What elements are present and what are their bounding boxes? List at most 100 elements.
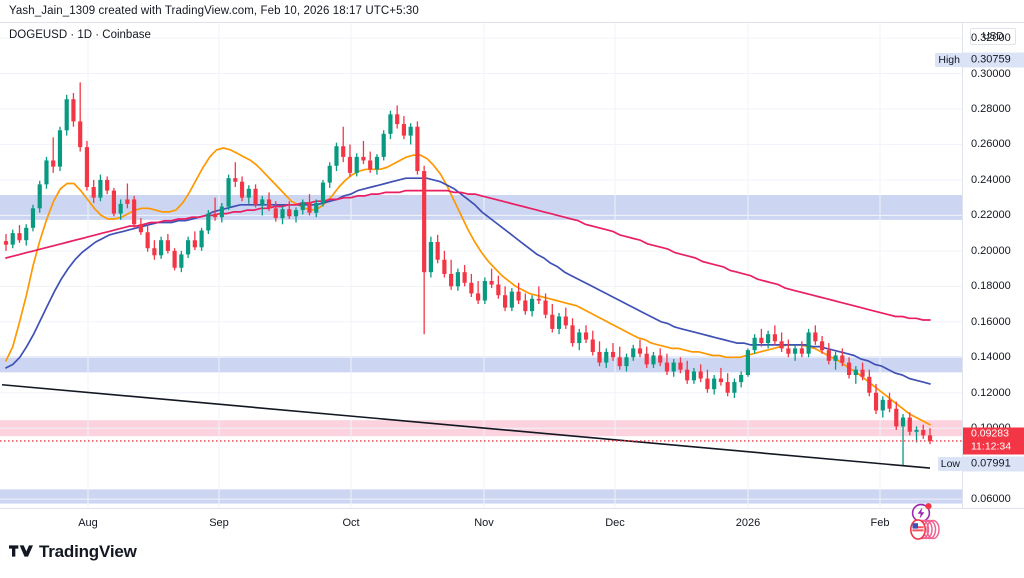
candle-body	[752, 337, 757, 351]
candle-body	[840, 355, 845, 363]
candle-body	[347, 156, 353, 173]
candle-body	[435, 242, 440, 260]
candle-body	[698, 371, 703, 379]
time-tick-label: Sep	[209, 517, 229, 529]
candle-body	[307, 202, 312, 213]
chart-legend: DOGEUSD · 1D · Coinbase	[9, 29, 151, 41]
candle-body	[556, 316, 562, 329]
chart-plot-area[interactable]: DOGEUSD · 1D · Coinbase	[0, 23, 963, 508]
currency-label: USD	[970, 28, 1016, 45]
candle-body	[873, 392, 879, 411]
coin-stack-icon[interactable]	[908, 518, 942, 541]
candle-body	[455, 272, 460, 287]
time-tick-label: Aug	[78, 517, 98, 529]
candle-body	[57, 130, 63, 167]
candle-body	[78, 121, 83, 148]
candle-body	[718, 378, 724, 383]
candle-body	[806, 332, 811, 354]
candle-body	[685, 369, 690, 381]
candle-body	[860, 369, 865, 377]
candle-body	[51, 160, 56, 167]
candle-body	[617, 357, 622, 367]
candle-body	[428, 242, 433, 273]
downtrend-line[interactable]	[1, 383, 931, 469]
candle-body	[24, 227, 29, 241]
time-tick-label: Nov	[474, 517, 494, 529]
candle-body	[253, 188, 258, 205]
price-tick-label: 0.06000	[971, 493, 1011, 506]
candle-body	[927, 435, 933, 441]
candle-body	[293, 210, 299, 217]
ma-line-MA-fast	[5, 147, 931, 426]
candle-body	[489, 281, 494, 285]
price-tick-label: 0.26000	[971, 138, 1011, 151]
candle-body	[550, 314, 555, 329]
candle-body	[239, 181, 245, 198]
candle-body	[833, 355, 838, 361]
candle-body	[664, 362, 670, 372]
time-scale[interactable]: Aug Sep Oct Nov Dec 2026 Feb	[0, 508, 1024, 538]
candle-body	[583, 332, 589, 340]
candle-body	[651, 355, 656, 365]
candle-body	[320, 182, 326, 203]
candle-body	[192, 240, 197, 248]
candle-body	[624, 357, 629, 367]
candle-body	[91, 187, 96, 198]
candle-body	[374, 156, 380, 170]
candle-body	[732, 382, 737, 393]
candle-body	[246, 188, 251, 198]
candle-body	[577, 332, 582, 344]
candle-body	[71, 99, 76, 122]
candle-body	[233, 178, 238, 182]
candle-body	[712, 378, 717, 390]
candle-body	[536, 298, 541, 301]
candle-body	[118, 203, 123, 214]
price-tick-label: 0.28000	[971, 103, 1011, 115]
candle-body	[212, 213, 218, 218]
tradingview-logo-icon	[9, 545, 33, 557]
candle-body	[408, 126, 413, 136]
last-price-badge[interactable]: 0.09283 11:12:34	[963, 427, 1024, 455]
candle-body	[543, 300, 548, 315]
price-tick-label: 0.22000	[971, 209, 1011, 222]
bar-countdown: 11:12:34	[971, 440, 1012, 453]
candle-body	[273, 208, 278, 219]
candle-body	[766, 334, 771, 344]
candle-body	[111, 190, 117, 214]
candle-body	[678, 362, 683, 370]
price-tick-label: 0.30000	[971, 67, 1011, 80]
candle-body	[145, 232, 150, 249]
candle-body	[597, 351, 602, 363]
candle-body	[705, 378, 710, 390]
candle-body	[105, 179, 110, 191]
candle-body	[900, 417, 906, 427]
candle-body	[799, 348, 804, 354]
candle-body	[381, 133, 386, 157]
candle-body	[826, 350, 831, 361]
price-tick-label: 0.32000	[971, 32, 1011, 45]
candle-body	[226, 178, 231, 207]
candle-body	[280, 209, 285, 219]
candle-body	[570, 325, 575, 344]
price-scale[interactable]: USD 0.32000 0.30000 0.28000 0.26000 0.24000 0…	[935, 23, 1024, 523]
candle-body	[509, 291, 514, 308]
candle-body	[590, 339, 595, 352]
high-tag-label: High	[935, 53, 963, 68]
last-price-value: 0.09283	[971, 427, 1009, 440]
candle-body	[745, 350, 750, 376]
candle-body	[604, 351, 609, 363]
candle-body	[388, 114, 393, 134]
candle-body	[739, 375, 744, 383]
candle-body	[314, 202, 319, 213]
brand-name: TradingView	[39, 542, 137, 561]
candle-body	[138, 224, 143, 233]
candle-body	[341, 146, 346, 157]
price-tick-label: 0.12000	[971, 386, 1011, 399]
candle-body	[37, 184, 42, 209]
candle-body	[165, 240, 170, 251]
candle-body	[17, 233, 22, 241]
candle-body	[199, 230, 204, 248]
candle-body	[496, 284, 501, 296]
candle-body	[334, 146, 339, 166]
